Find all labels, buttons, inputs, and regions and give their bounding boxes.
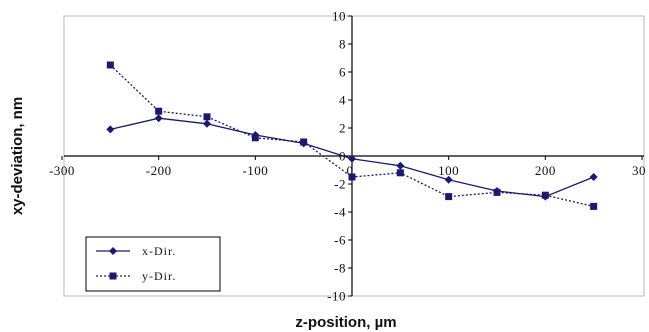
legend-y-dir-label: y-Dir.	[142, 269, 176, 283]
x-axis-title: z-position, µm	[295, 314, 396, 331]
data-point-x-dir	[154, 114, 163, 123]
data-point-x-dir	[203, 119, 211, 128]
legend-x-dir-label: x-Dir.	[142, 244, 176, 258]
legend: x-Dir. y-Dir.	[85, 236, 221, 292]
data-point-x-dir	[444, 175, 453, 184]
data-point-x-dir	[589, 173, 598, 181]
y-tick-label: 6	[339, 65, 346, 80]
data-point-x-dir	[396, 161, 405, 170]
y-axis: -10 -8 -6 -4 -20 2 4 6 8 10	[327, 9, 353, 304]
data-point-y-dir	[300, 138, 308, 146]
y-axis-title: xy-deviation, nm	[9, 97, 26, 215]
x-tick-label: -300	[49, 163, 75, 178]
y-tick-label: 4	[339, 93, 346, 108]
data-point-y-dir	[348, 173, 356, 181]
data-point-y-dir	[155, 107, 163, 115]
series-layer	[106, 61, 598, 210]
x-tick-label: 100	[438, 163, 459, 178]
data-point-y-dir	[203, 113, 211, 121]
y-tick-label: 10	[332, 9, 346, 24]
x-axis: -300 -200 -100 0 100 200 30	[49, 155, 646, 178]
data-point-y-dir	[590, 202, 598, 210]
y-tick-label: -8	[334, 261, 346, 276]
data-point-x-dir	[348, 154, 356, 163]
y-tick-label: 8	[339, 37, 346, 52]
x-tick-label: -100	[242, 163, 268, 178]
y-tick-label: 2	[339, 121, 346, 136]
data-point-y-dir	[493, 188, 501, 196]
y-tick-label: -6	[334, 233, 346, 248]
y-tick-label: -4	[334, 205, 346, 220]
data-point-x-dir	[106, 125, 115, 134]
x-tick-label: -200	[146, 163, 172, 178]
x-tick-label: 0	[347, 163, 354, 178]
data-point-y-dir	[106, 61, 114, 69]
legend-y-dir-marker	[109, 272, 117, 280]
y-tick-label: -10	[327, 289, 346, 304]
x-tick-label: 200	[535, 163, 556, 178]
data-point-y-dir	[396, 169, 404, 177]
data-point-y-dir	[541, 191, 549, 199]
y-tick-label: -2	[334, 177, 346, 192]
legend-box	[85, 236, 221, 292]
data-point-y-dir	[251, 134, 259, 142]
x-tick-label: 30	[632, 163, 646, 178]
legend-x-dir-marker	[109, 247, 117, 255]
data-point-y-dir	[445, 193, 453, 201]
